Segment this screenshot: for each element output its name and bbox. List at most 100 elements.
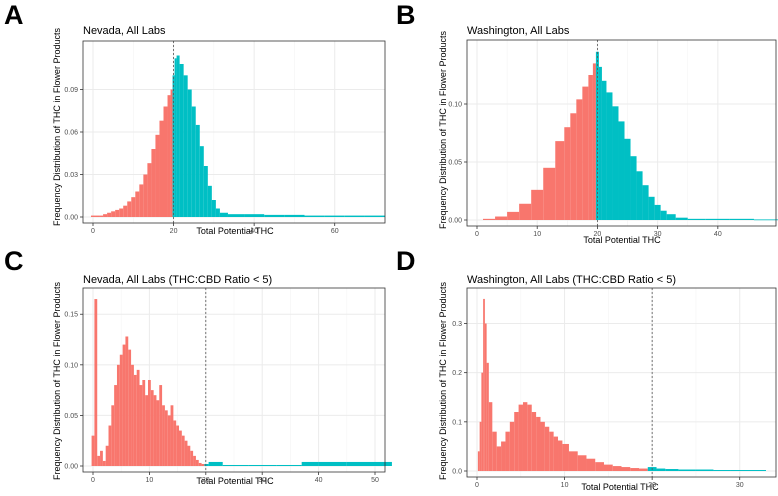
histogram-bar — [576, 99, 583, 220]
panel-a: A Nevada, All Labs Total Potential THC F… — [4, 0, 274, 236]
histogram-bar — [586, 458, 596, 471]
histogram-bar — [90, 215, 96, 217]
histogram-bar — [147, 380, 151, 466]
x-tick-label: 40 — [250, 228, 258, 235]
panel-title-d: Washington, All Labs (THC:CBD Ratio < 5) — [467, 274, 676, 286]
panel-c: C Nevada, All Labs (THC:CBD Ratio < 5) T… — [4, 246, 274, 486]
histogram-bar — [636, 171, 643, 220]
x-tick-label: 20 — [594, 231, 602, 238]
histogram-bar — [729, 218, 754, 220]
histogram-bar — [603, 464, 613, 471]
histogram-bar — [97, 455, 101, 466]
histogram-bar — [344, 215, 365, 217]
plot-area-b: 0 10 20 30 40 0.00 0.05 0.10 — [448, 39, 778, 238]
histogram-bar — [695, 469, 714, 471]
histogram-bar — [522, 402, 528, 471]
histogram-bar — [531, 412, 537, 471]
histogram-bar — [564, 127, 571, 220]
x-axis-label-d: Total Potential THC — [581, 482, 659, 492]
histogram-bar — [304, 215, 325, 217]
x-tick-label: 50 — [371, 477, 379, 484]
histogram-bar — [509, 421, 515, 471]
histogram-bar — [244, 214, 265, 217]
x-axis-label-c: Total Potential THC — [196, 476, 274, 486]
panel-letter-d: D — [396, 246, 416, 276]
histogram-bar — [125, 336, 129, 466]
histogram-bar — [195, 459, 199, 466]
histogram-bar — [624, 138, 631, 220]
plot-area-c: 0 10 20 30 40 50 0.00 0.05 0.10 0.15 — [64, 287, 392, 484]
histogram-bar — [91, 435, 95, 466]
y-tick-label: 0.00 — [64, 464, 78, 471]
histogram-bar — [483, 218, 496, 220]
histogram-bar — [639, 468, 648, 471]
y-tick-label: 0.10 — [64, 362, 78, 369]
y-axis-label-d: Frequency Distribution of THC in Flower … — [438, 282, 448, 480]
histogram-bar — [536, 416, 541, 471]
histogram-bar — [183, 75, 188, 217]
histogram-bar — [555, 141, 565, 220]
histogram-bar — [208, 461, 223, 466]
histogram-bar — [170, 89, 173, 217]
x-tick-label: 30 — [736, 482, 744, 489]
histogram-bar — [133, 374, 137, 466]
panel-d: D Washington, All Labs (THC:CBD Ratio < … — [396, 246, 676, 492]
histogram-bar — [176, 55, 180, 217]
histogram-bar — [675, 217, 688, 220]
histogram-bar — [595, 462, 604, 471]
histogram-bar — [318, 461, 347, 466]
plot-area-d: 0 10 20 30 0.0 0.1 0.2 0.3 — [452, 287, 777, 489]
histogram-bar — [139, 184, 144, 217]
histogram-bar — [94, 299, 98, 466]
histogram-bar — [519, 203, 532, 220]
histogram-bar — [479, 421, 482, 471]
histogram-bar — [184, 440, 188, 466]
histogram-bar — [99, 215, 104, 217]
histogram-bar — [618, 121, 625, 220]
panel-b: B Washington, All Labs Total Potential T… — [396, 0, 661, 245]
panel-letter-a: A — [4, 0, 24, 30]
histogram-bar — [648, 196, 655, 220]
y-axis-label-c: Frequency Distribution of THC in Flower … — [52, 282, 62, 480]
y-tick-label: 0.05 — [64, 413, 78, 420]
y-tick-label: 0.0 — [452, 469, 462, 476]
x-tick-label: 40 — [714, 231, 722, 238]
histogram-bar — [507, 211, 520, 220]
histogram-bar — [324, 215, 345, 217]
histogram-bar — [219, 212, 228, 217]
histogram-bar — [549, 431, 554, 471]
histogram-bar — [176, 425, 180, 466]
y-tick-label: 0.09 — [64, 87, 78, 94]
y-axis-label-a: Frequency Distribution of THC in Flower … — [52, 28, 62, 226]
histogram-bar — [159, 120, 164, 217]
histogram-bar — [190, 450, 194, 466]
histogram-bar — [222, 464, 249, 466]
histogram-bar — [481, 372, 484, 471]
histogram-bar — [588, 75, 593, 220]
histogram-bar — [95, 215, 100, 217]
histogram-bar — [346, 461, 392, 466]
histogram-bar — [151, 149, 156, 217]
histogram-bar — [595, 51, 599, 220]
histogram-bar — [119, 208, 124, 217]
histogram-bar — [193, 455, 196, 466]
histogram-bar — [136, 369, 140, 466]
x-tick-label: 0 — [91, 477, 95, 484]
plot-frame — [466, 39, 777, 227]
histogram-bar — [127, 201, 132, 217]
y-tick-label: 0.2 — [452, 370, 462, 377]
histogram-bar — [284, 214, 305, 218]
histogram-bar — [601, 80, 607, 220]
histogram-bar — [730, 470, 749, 471]
histogram-bar — [167, 95, 171, 217]
histogram-bar — [139, 385, 143, 466]
plot-frame — [466, 287, 777, 478]
y-tick-label: 0.1 — [452, 419, 462, 426]
histogram-bar — [612, 106, 619, 220]
histogram-bar — [606, 92, 613, 220]
histogram-bar — [543, 167, 556, 220]
histogram-bar — [598, 66, 602, 220]
histogram-bar — [116, 364, 120, 466]
y-tick-label: 0.03 — [64, 172, 78, 179]
